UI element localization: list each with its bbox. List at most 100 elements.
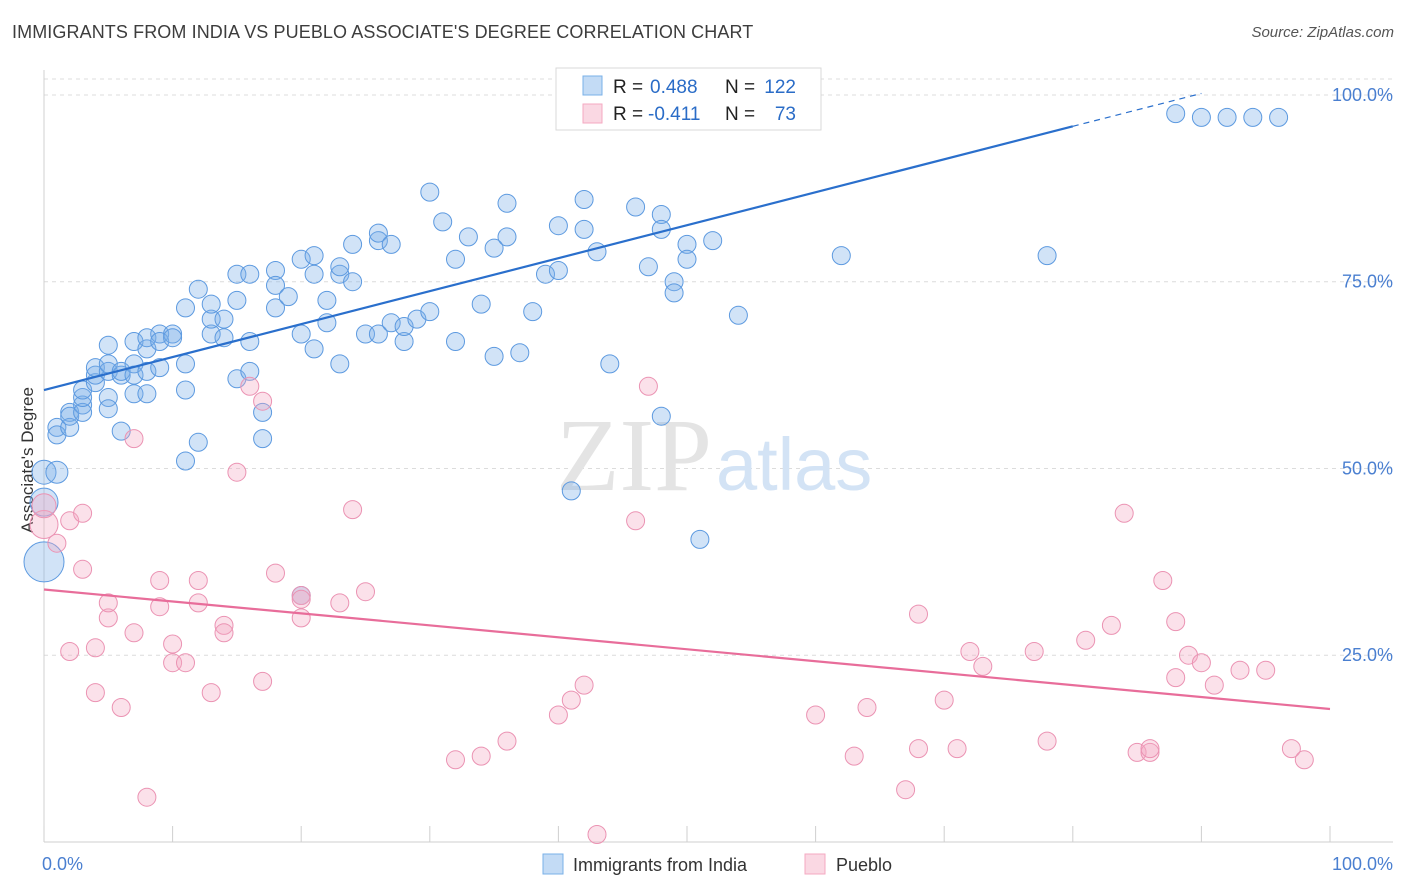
pueblo-point-58 (1101, 615, 1121, 635)
pueblo-point-50 (909, 739, 928, 759)
india-point-90 (484, 346, 504, 366)
pueblo-point-17 (163, 634, 183, 654)
india-point-76 (381, 313, 401, 333)
india-point-73 (368, 231, 388, 251)
india-point-120 (1243, 107, 1263, 127)
india-point-98 (561, 481, 581, 501)
india-trend-extension (1072, 92, 1202, 127)
india-point-48 (227, 290, 247, 310)
india-point-41 (188, 279, 208, 299)
stats-r-value-india: 0.488 (650, 77, 698, 98)
pueblo-point-35 (356, 582, 375, 602)
pueblo-point-53 (960, 642, 980, 661)
india-point-64 (304, 246, 324, 266)
pueblo-point-42 (587, 825, 607, 844)
india-point-113 (728, 305, 748, 325)
india-point-86 (446, 332, 465, 351)
india-point-94 (523, 302, 543, 322)
pueblo-point-0 (29, 510, 59, 539)
pueblo-point-57 (1076, 630, 1096, 650)
india-point-119 (1217, 107, 1237, 127)
pueblo-point-32 (291, 608, 311, 628)
legend-swatch-india (542, 853, 564, 875)
india-point-1 (29, 487, 59, 517)
india-point-49 (227, 264, 247, 284)
india-point-107 (651, 406, 671, 426)
x-ticks (43, 826, 1331, 842)
india-point-2 (31, 459, 57, 485)
pueblo-point-71 (1281, 739, 1301, 759)
india-point-101 (587, 242, 607, 262)
pueblo-point-67 (1191, 653, 1211, 673)
pueblo-point-18 (163, 653, 183, 673)
stats-n-value-india: 122 (764, 77, 796, 98)
india-point-117 (1166, 104, 1186, 124)
pueblo-point-69 (1230, 660, 1250, 680)
india-point-92 (497, 227, 517, 247)
pueblo-point-12 (124, 429, 144, 449)
india-point-82 (420, 182, 440, 202)
india-point-115 (831, 246, 851, 266)
india-point-109 (677, 249, 697, 269)
stats-box-frame (555, 67, 822, 131)
pueblo-point-10 (98, 593, 118, 613)
stats-box: R = 0.488 N = 122 R = -0.411 N = 73 (555, 67, 822, 131)
india-point-112 (690, 529, 710, 549)
pueblo-point-22 (201, 683, 221, 703)
trend-lines (43, 92, 1331, 711)
india-point-108 (677, 234, 697, 254)
india-point-61 (291, 249, 311, 269)
stats-n-label-india: N = (725, 77, 755, 98)
pueblo-point-65 (1166, 668, 1186, 688)
india-point-51 (240, 264, 260, 284)
pueblo-point-39 (548, 705, 568, 725)
india-point-10 (73, 402, 93, 422)
watermark-zip: ZIP (556, 398, 712, 513)
pueblo-point-59 (1114, 503, 1134, 523)
india-point-43 (201, 324, 221, 344)
india-point-104 (638, 257, 658, 277)
pueblo-point-31 (291, 589, 311, 609)
pueblo-point-13 (124, 623, 144, 643)
india-point-121 (1269, 107, 1289, 127)
india-trend-line (43, 125, 1074, 392)
pueblo-point-52 (947, 739, 967, 759)
india-point-111 (664, 283, 684, 303)
pueblo-point-16 (150, 597, 170, 617)
india-point-38 (176, 380, 195, 400)
india-point-83 (420, 302, 440, 322)
pueblo-point-37 (471, 746, 491, 766)
pueblo-point-68 (1204, 675, 1224, 695)
india-point-103 (626, 197, 646, 217)
india-point-40 (176, 451, 195, 471)
pueblo-point-14 (137, 787, 157, 807)
pueblo-point-2 (47, 533, 67, 553)
pueblo-point-43 (626, 511, 646, 531)
india-point-45 (201, 294, 221, 314)
axes (43, 70, 1393, 843)
pueblo-point-15 (150, 571, 170, 590)
pueblo-point-34 (343, 500, 363, 520)
pueblo-point-26 (240, 376, 260, 396)
india-point-34 (150, 358, 170, 378)
pueblo-point-72 (1294, 750, 1314, 770)
y-axis-title: Associate's Degree (18, 387, 37, 533)
india-point-55 (253, 429, 273, 449)
pueblo-point-45 (806, 705, 826, 725)
india-point-56 (266, 298, 285, 318)
source-credit: Source: ZipAtlas.com (1251, 24, 1394, 41)
india-point-58 (266, 275, 285, 295)
series-pueblo-points (29, 376, 1314, 844)
india-point-42 (188, 432, 208, 452)
stats-swatch-pueblo (582, 103, 603, 124)
india-point-110 (664, 272, 684, 292)
pueblo-point-47 (857, 698, 877, 717)
india-point-116 (1037, 246, 1057, 266)
india-point-54 (253, 402, 273, 422)
india-point-39 (176, 354, 195, 374)
india-point-87 (458, 227, 478, 247)
india-point-47 (214, 309, 234, 329)
stats-n-value-pueblo: 73 (775, 104, 796, 125)
india-point-20 (98, 335, 118, 355)
